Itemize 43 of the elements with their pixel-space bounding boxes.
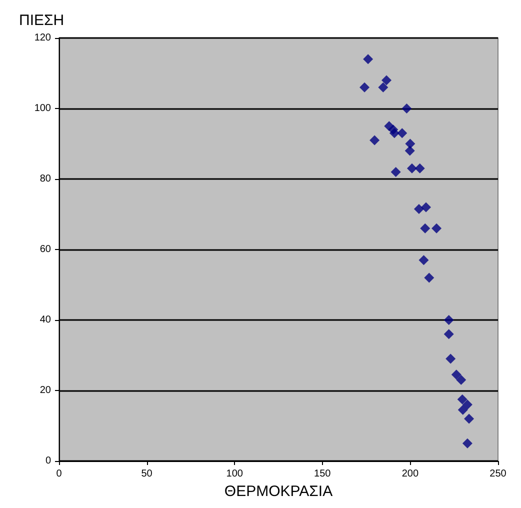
y-tick-label: 80 bbox=[40, 174, 52, 184]
point bbox=[420, 223, 430, 234]
point bbox=[390, 166, 401, 177]
point bbox=[462, 400, 472, 410]
x-tick-label: 200 bbox=[402, 468, 419, 480]
point bbox=[457, 394, 468, 404]
point bbox=[381, 75, 392, 86]
point bbox=[421, 202, 432, 212]
point bbox=[370, 135, 380, 146]
point bbox=[414, 204, 424, 214]
point bbox=[406, 163, 417, 174]
point bbox=[424, 272, 434, 283]
y-tick-label: 120 bbox=[34, 32, 52, 44]
y-tick-label: 20 bbox=[40, 385, 52, 396]
point bbox=[446, 354, 456, 364]
point bbox=[389, 128, 400, 138]
point bbox=[404, 146, 415, 156]
y-axis-title: ΠΙΕΣΗ bbox=[19, 12, 64, 29]
point bbox=[414, 163, 425, 174]
point bbox=[458, 404, 468, 415]
y-tick-label: 0 bbox=[45, 456, 52, 466]
point bbox=[451, 370, 462, 380]
y-tick-label: 100 bbox=[34, 103, 52, 114]
x-axis-title: ΘΕΡΜΟΚΡΑΣΙΑ bbox=[224, 482, 333, 500]
point bbox=[462, 438, 472, 448]
point bbox=[418, 255, 429, 266]
point bbox=[363, 54, 374, 64]
point bbox=[432, 223, 442, 234]
x-tick-label: 0 bbox=[56, 468, 62, 480]
x-tick-label: 50 bbox=[141, 468, 153, 480]
point bbox=[444, 329, 454, 340]
point bbox=[360, 82, 370, 92]
point bbox=[464, 414, 474, 424]
point bbox=[402, 104, 412, 114]
x-tick-label: 100 bbox=[226, 468, 244, 480]
x-tick-label: 250 bbox=[490, 468, 507, 480]
y-tick-label: 40 bbox=[40, 314, 52, 326]
point bbox=[456, 374, 466, 385]
y-tick-label: 60 bbox=[40, 244, 52, 255]
point bbox=[397, 128, 408, 138]
point bbox=[444, 315, 454, 325]
point bbox=[378, 82, 388, 92]
x-tick-label: 150 bbox=[314, 468, 332, 480]
